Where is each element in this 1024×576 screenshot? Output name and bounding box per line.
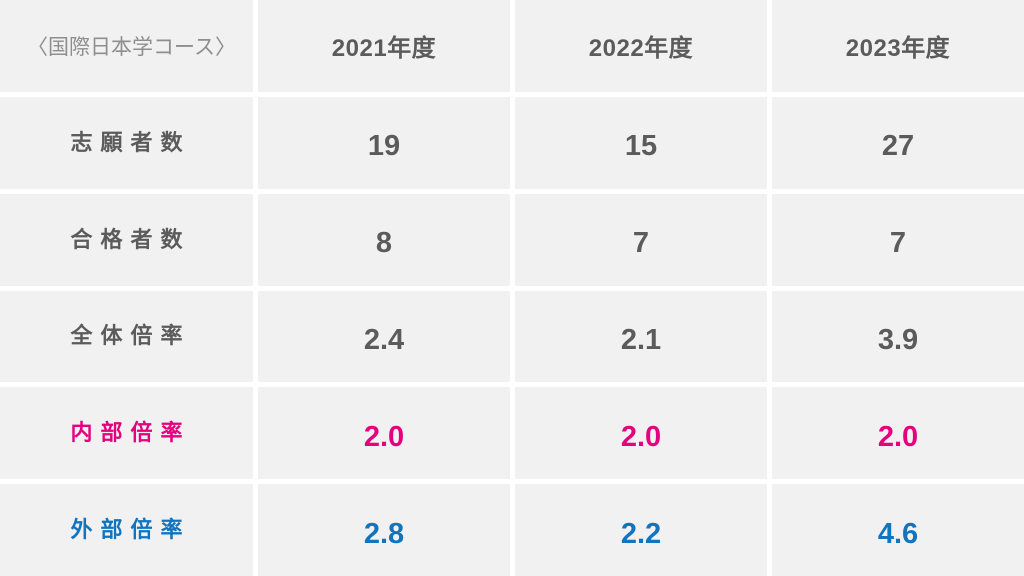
cell-value: 2.0	[620, 420, 662, 453]
row-label-text: 志願者数	[70, 129, 191, 155]
column-header-2021: 2021年度	[258, 0, 510, 92]
cell-value: 2.0	[363, 420, 405, 453]
cell-accepted-2023: 7	[772, 193, 1024, 286]
column-header-2023: 2023年度	[772, 0, 1024, 92]
cell-value: 7	[889, 227, 907, 260]
cell-value: 2.1	[620, 323, 662, 356]
cell-external-ratio-2023: 4.6	[772, 484, 1024, 576]
cell-overall-ratio-2023: 3.9	[772, 290, 1024, 383]
cell-value: 4.6	[877, 517, 919, 550]
row-label-text: 内部倍率	[70, 420, 191, 446]
cell-value: 15	[624, 130, 658, 163]
cell-internal-ratio-2022: 2.0	[515, 387, 767, 480]
cell-accepted-2021: 8	[258, 193, 510, 286]
cell-overall-ratio-2021: 2.4	[258, 290, 510, 383]
cell-value: 27	[881, 130, 915, 163]
cell-value: 2.0	[877, 420, 919, 453]
row-label-external-ratio: 外部倍率	[0, 484, 253, 576]
column-header-2022: 2022年度	[515, 0, 767, 92]
row-label-overall-ratio: 全体倍率	[0, 290, 253, 383]
cell-applicants-2022: 15	[515, 96, 767, 189]
row-label-applicants: 志願者数	[0, 96, 253, 189]
cell-value: 2.2	[620, 517, 662, 550]
cell-value: 3.9	[877, 323, 919, 356]
cell-external-ratio-2021: 2.8	[258, 484, 510, 576]
cell-overall-ratio-2022: 2.1	[515, 290, 767, 383]
cell-applicants-2023: 27	[772, 96, 1024, 189]
cell-accepted-2022: 7	[515, 193, 767, 286]
row-label-text: 全体倍率	[70, 323, 191, 349]
cell-value: 8	[375, 227, 393, 260]
row-label-text: 外部倍率	[70, 517, 191, 543]
row-label-accepted: 合格者数	[0, 193, 253, 286]
cell-value: 2.8	[363, 517, 405, 550]
cell-applicants-2021: 19	[258, 96, 510, 189]
cell-internal-ratio-2021: 2.0	[258, 387, 510, 480]
cell-value: 7	[632, 227, 650, 260]
course-title: 〈国際日本学コース〉	[0, 0, 253, 92]
cell-internal-ratio-2023: 2.0	[772, 387, 1024, 480]
cell-value: 2.4	[363, 323, 405, 356]
row-label-internal-ratio: 内部倍率	[0, 387, 253, 480]
cell-value: 19	[367, 130, 401, 163]
row-label-text: 合格者数	[70, 226, 191, 252]
cell-external-ratio-2022: 2.2	[515, 484, 767, 576]
